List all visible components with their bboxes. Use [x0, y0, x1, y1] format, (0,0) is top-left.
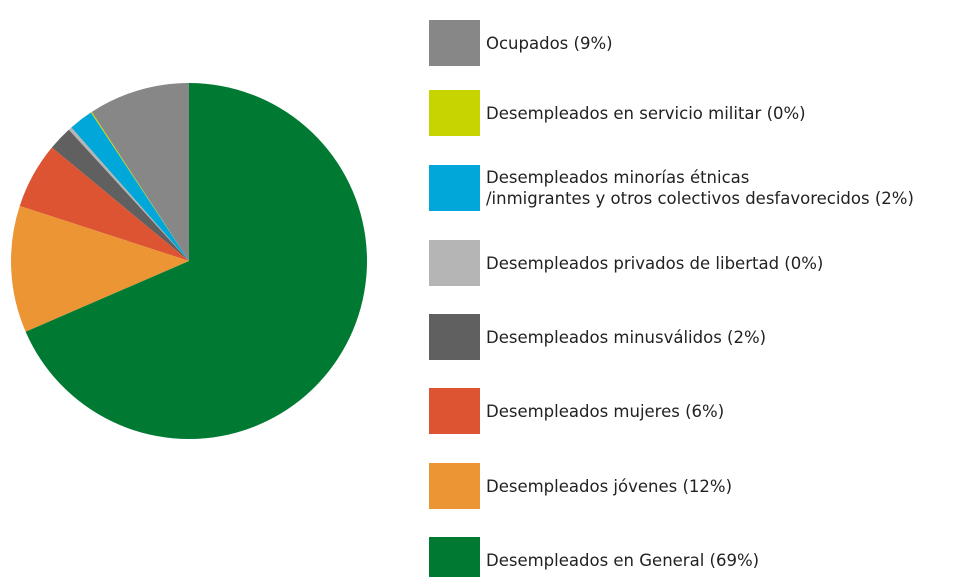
legend-swatch: [429, 314, 480, 360]
legend-swatch: [429, 537, 480, 577]
pie: [11, 83, 367, 439]
legend-label: Desempleados en General (69%): [486, 550, 760, 570]
pie-slice: [25, 83, 367, 439]
legend-swatch: [429, 165, 480, 211]
pie-slice: [11, 205, 190, 332]
legend-item: Desempleados en servicio militar (0%): [429, 90, 806, 136]
legend-label: Desempleados en servicio militar (0%): [486, 103, 806, 123]
pie-slice: [19, 147, 189, 261]
legend-label: Desempleados jóvenes (12%): [486, 476, 733, 496]
legend-label: Desempleados minusválidos (2%): [486, 327, 767, 347]
legend-item: Desempleados privados de libertad (0%): [429, 240, 823, 286]
legend-item: Desempleados minorías étnicas /inmigrant…: [429, 165, 914, 211]
legend-item: Desempleados en General (69%): [429, 537, 759, 577]
pie-slice: [71, 112, 189, 261]
legend-swatch: [429, 20, 480, 66]
pie-slice: [68, 127, 189, 262]
legend-swatch: [429, 463, 480, 509]
legend-item: Desempleados minusválidos (2%): [429, 314, 766, 360]
legend-label: Desempleados privados de libertad (0%): [486, 253, 824, 273]
legend-swatch: [429, 90, 480, 136]
legend-label: Desempleados mujeres (6%): [486, 401, 725, 421]
pie-slice: [91, 83, 189, 261]
legend-item: Ocupados (9%): [429, 20, 613, 66]
legend-swatch: [429, 240, 480, 286]
pie-slice: [51, 129, 189, 261]
legend-item: Desempleados mujeres (6%): [429, 388, 724, 434]
legend-item: Desempleados jóvenes (12%): [429, 463, 732, 509]
legend-label: Desempleados minorías étnicas /inmigrant…: [486, 168, 914, 208]
legend-label: Ocupados (9%): [486, 33, 613, 53]
legend-swatch: [429, 388, 480, 434]
pie-slice: [90, 111, 189, 261]
